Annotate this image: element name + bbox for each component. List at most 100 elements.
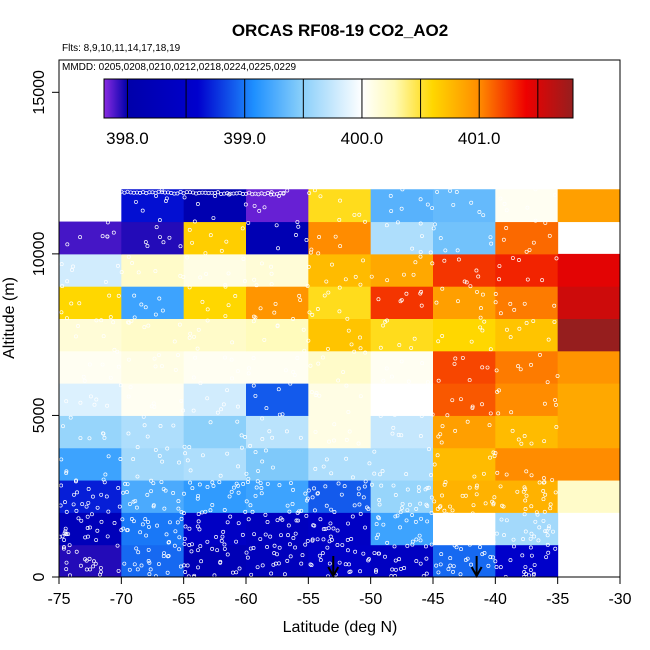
- sample-point: [529, 553, 534, 558]
- sample-point: [441, 536, 446, 541]
- heatmap-cell: [121, 512, 185, 546]
- sample-point: [330, 262, 334, 267]
- sample-point: [453, 356, 458, 361]
- sample-point: [480, 365, 485, 370]
- sample-point: [458, 572, 463, 577]
- sample-point: [548, 506, 553, 511]
- sample-point: [372, 551, 377, 555]
- sample-point: [196, 493, 201, 498]
- sample-point: [303, 542, 308, 547]
- sample-point: [434, 563, 439, 568]
- sample-point: [64, 470, 69, 475]
- sample-point: [418, 538, 423, 543]
- sample-point: [116, 364, 121, 369]
- x-axis-label: Latitude (deg N): [283, 619, 398, 636]
- sample-point: [190, 542, 194, 547]
- sample-point: [397, 343, 402, 347]
- sample-point: [182, 444, 187, 449]
- sample-point: [149, 404, 154, 409]
- sample-point: [338, 198, 342, 203]
- heatmap-cell: [59, 383, 122, 416]
- heatmap-cell: [433, 350, 496, 384]
- sample-point: [260, 437, 265, 441]
- sample-point: [477, 210, 482, 214]
- heatmap-cell: [433, 221, 496, 255]
- sample-point: [361, 258, 365, 263]
- sample-point: [356, 441, 361, 446]
- heatmap-cell: [433, 286, 496, 319]
- sample-point: [118, 383, 123, 388]
- sample-point: [316, 361, 321, 366]
- sample-point: [460, 355, 465, 360]
- sample-point: [128, 385, 133, 389]
- sample-point: [336, 481, 341, 486]
- sample-point: [298, 298, 303, 302]
- sample-point: [234, 481, 239, 486]
- heatmap-cell: [495, 221, 559, 255]
- sample-point: [459, 397, 463, 402]
- sample-point: [240, 226, 245, 231]
- sample-point: [126, 254, 131, 259]
- sample-point: [71, 502, 76, 507]
- sample-point: [129, 318, 134, 323]
- sample-point: [236, 490, 241, 495]
- sample-point: [532, 534, 537, 539]
- sample-point: [203, 509, 208, 514]
- sample-point: [198, 381, 203, 386]
- heatmap-cell: [495, 318, 559, 352]
- sample-point: [76, 516, 81, 521]
- sample-point: [418, 291, 423, 296]
- sample-point: [459, 547, 463, 552]
- sample-point: [398, 299, 403, 304]
- sample-point: [361, 551, 366, 556]
- sample-point: [480, 402, 484, 407]
- sample-point: [192, 334, 196, 339]
- sample-point: [211, 483, 216, 488]
- sample-point: [135, 567, 140, 572]
- sample-point: [498, 196, 503, 201]
- sample-point: [480, 520, 485, 525]
- sample-point: [151, 504, 156, 509]
- sample-point: [345, 538, 350, 542]
- sample-point: [289, 481, 293, 485]
- sample-point: [446, 567, 451, 572]
- arrow-head: [327, 566, 340, 579]
- sample-point: [161, 487, 166, 491]
- sample-point: [214, 535, 219, 539]
- sample-point: [244, 550, 249, 555]
- sample-point: [205, 485, 210, 489]
- sample-point: [366, 558, 371, 563]
- sample-point: [219, 248, 224, 253]
- sample-point: [452, 543, 457, 548]
- sample-point: [81, 374, 86, 379]
- sample-point: [305, 539, 310, 543]
- sample-point: [324, 279, 329, 284]
- sample-point: [496, 411, 501, 416]
- sample-point: [189, 549, 194, 554]
- sample-point: [153, 447, 158, 452]
- sample-point: [348, 569, 353, 574]
- sample-point: [265, 544, 270, 549]
- sample-point: [265, 191, 270, 195]
- sample-point: [429, 510, 434, 515]
- sample-point: [476, 274, 481, 279]
- sample-point: [263, 512, 268, 517]
- sample-point: [536, 538, 541, 543]
- sample-point: [444, 538, 449, 542]
- sample-point: [199, 559, 204, 564]
- sample-point: [254, 283, 259, 288]
- sample-point: [489, 241, 494, 246]
- heatmap-cell: [495, 480, 559, 513]
- sample-point: [512, 544, 516, 549]
- sample-point: [491, 540, 496, 544]
- sample-point: [135, 474, 140, 479]
- sample-point: [553, 402, 558, 407]
- sample-point: [192, 219, 197, 224]
- sample-point: [204, 271, 209, 276]
- sample-point: [390, 431, 395, 436]
- sample-point: [162, 506, 167, 511]
- sample-point: [501, 237, 506, 242]
- y-tick-label: 15000: [31, 70, 48, 115]
- annotation-arrows: [327, 556, 483, 579]
